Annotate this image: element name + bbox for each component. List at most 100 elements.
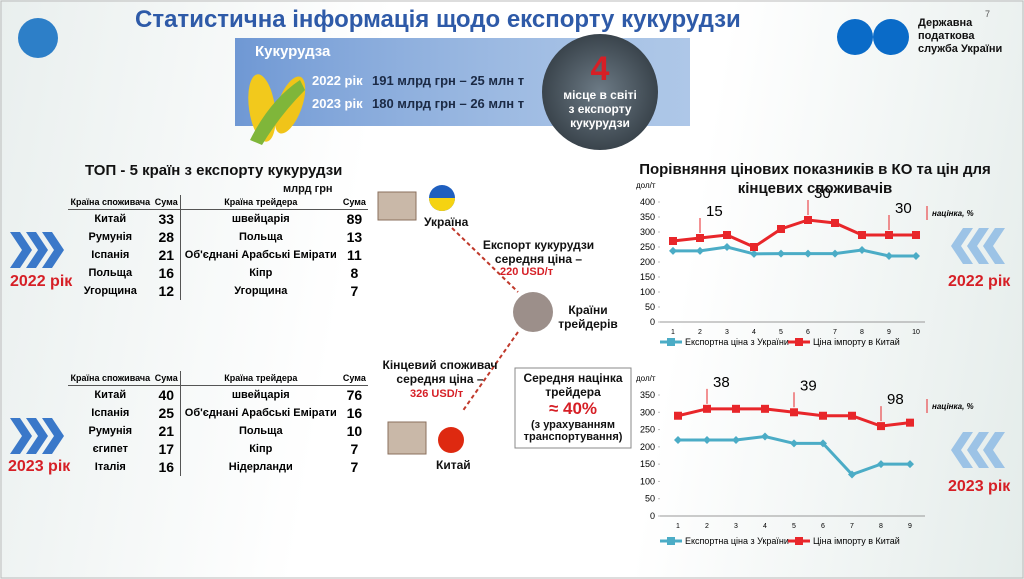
table-cell: Румунія (88, 425, 133, 437)
annotation: 98 (887, 391, 904, 408)
legend-label: Експортна ціна з України (685, 536, 789, 546)
annotation: 30 (814, 185, 831, 202)
table-cell: Об'єднані Арабські Емірати (179, 246, 341, 264)
table-cell: Польща (179, 228, 341, 246)
year-label: 2022 рік (948, 273, 1011, 290)
table-cell: Польща (88, 267, 133, 279)
arrow (451, 227, 519, 293)
point (819, 411, 827, 420)
country-table: Країна споживача Сума Країна трейдера Сума К… (68, 371, 368, 476)
point (906, 418, 914, 427)
y-tick-label: 0 (650, 317, 655, 327)
logo-circle (873, 19, 909, 55)
margin-value: ≈ 40% (548, 399, 598, 418)
point (674, 435, 682, 444)
table-cell: 7 (350, 459, 359, 475)
series-line (672, 218, 916, 249)
point (703, 404, 711, 413)
table-row: єгипет 17 Кіпр 7 (68, 440, 368, 458)
product: Кукурудза (255, 43, 331, 60)
x-tick-label: 6 (821, 523, 825, 530)
table-cell: Італія (94, 461, 126, 473)
table-row: Польща 16 Кіпр 8 (68, 264, 368, 282)
column-header: Країна споживача (68, 195, 153, 210)
arrow (461, 331, 519, 413)
table-row: Румунія 28 Польща 13 (68, 228, 368, 246)
column-header: Сума (152, 371, 181, 386)
point (750, 243, 758, 251)
axis-label: дол/т (636, 374, 656, 383)
consumer-price: 326 USD/т (410, 388, 464, 400)
year: 2022 рік (312, 73, 363, 88)
point (848, 411, 856, 420)
y-tick-label: 250 (640, 242, 655, 252)
table-cell: 16 (158, 459, 175, 475)
column-header: Сума (340, 371, 368, 386)
y-tick-label: 400 (640, 197, 655, 207)
point (858, 231, 866, 239)
table-cell: 10 (346, 423, 363, 439)
point (804, 249, 812, 258)
rank-circle (542, 34, 658, 150)
legend-marker (667, 338, 675, 346)
y-tick-label: 250 (640, 425, 655, 435)
logo-circle (837, 19, 873, 55)
building-icon (387, 421, 427, 455)
point (732, 404, 740, 413)
table-cell: Китай (94, 389, 127, 401)
x-tick-label: 6 (806, 329, 810, 336)
point (777, 225, 785, 233)
table-cell: швейцарія (179, 209, 341, 228)
series-line (673, 245, 916, 258)
table-cell: 11 (346, 247, 362, 263)
annotation-note: націнка, % (932, 402, 974, 411)
point (790, 408, 798, 417)
top5-title: ТОП - 5 країн з експорту кукурудзи (85, 162, 343, 179)
unit: млрд грн (283, 183, 333, 195)
table-cell: Іспанія (91, 249, 130, 261)
point (696, 234, 704, 242)
table-row: Італія 16 Нідерланди 7 (68, 458, 368, 476)
point (761, 432, 769, 441)
point (906, 460, 914, 469)
legend-label: Експортна ціна з України (685, 337, 789, 347)
point (674, 411, 682, 420)
table-row: Іспанія 21 Об'єднані Арабські Емірати 11 (68, 246, 368, 264)
org-name: Державна податкова служба України (918, 17, 1003, 55)
y-tick-label: 150 (640, 459, 655, 469)
point (858, 246, 866, 254)
rank-text: місце в світі з експорту кукурудзи (563, 88, 637, 130)
table-cell: єгипет (92, 443, 129, 455)
chevrons (951, 228, 1005, 264)
point (819, 439, 827, 448)
point (877, 460, 885, 469)
table-row: Румунія 21 Польща 10 (68, 422, 368, 440)
country-table: Країна споживача Сума Країна трейдера Сума К… (68, 195, 368, 300)
logo-left (18, 18, 58, 58)
column-header: Країна споживача (68, 371, 153, 386)
y-tick-label: 300 (640, 227, 655, 237)
y-tick-label: 50 (645, 494, 655, 504)
page-number: 7 (985, 9, 991, 19)
table-cell: 17 (158, 441, 175, 457)
point (877, 422, 885, 431)
table-cell: Іспанія (91, 407, 130, 419)
destination: Китай (436, 458, 471, 472)
x-tick-label: 2 (705, 523, 709, 530)
title: Статистична інформація щодо експорту кук… (135, 6, 741, 33)
x-tick-label: 2 (698, 329, 702, 336)
column-header: Країна трейдера (179, 371, 341, 386)
y-tick-label: 200 (640, 257, 655, 267)
point (669, 246, 677, 255)
y-tick-label: 300 (640, 407, 655, 417)
point (732, 435, 740, 444)
point (750, 249, 758, 258)
flag-cn (438, 427, 464, 453)
point (723, 231, 731, 239)
table-cell: 76 (346, 387, 363, 403)
legend-marker (795, 537, 803, 545)
table-row: Китай 40 швейцарія 76 (68, 385, 368, 404)
table-cell: Польща (179, 422, 341, 440)
table-cell: 16 (346, 405, 363, 421)
